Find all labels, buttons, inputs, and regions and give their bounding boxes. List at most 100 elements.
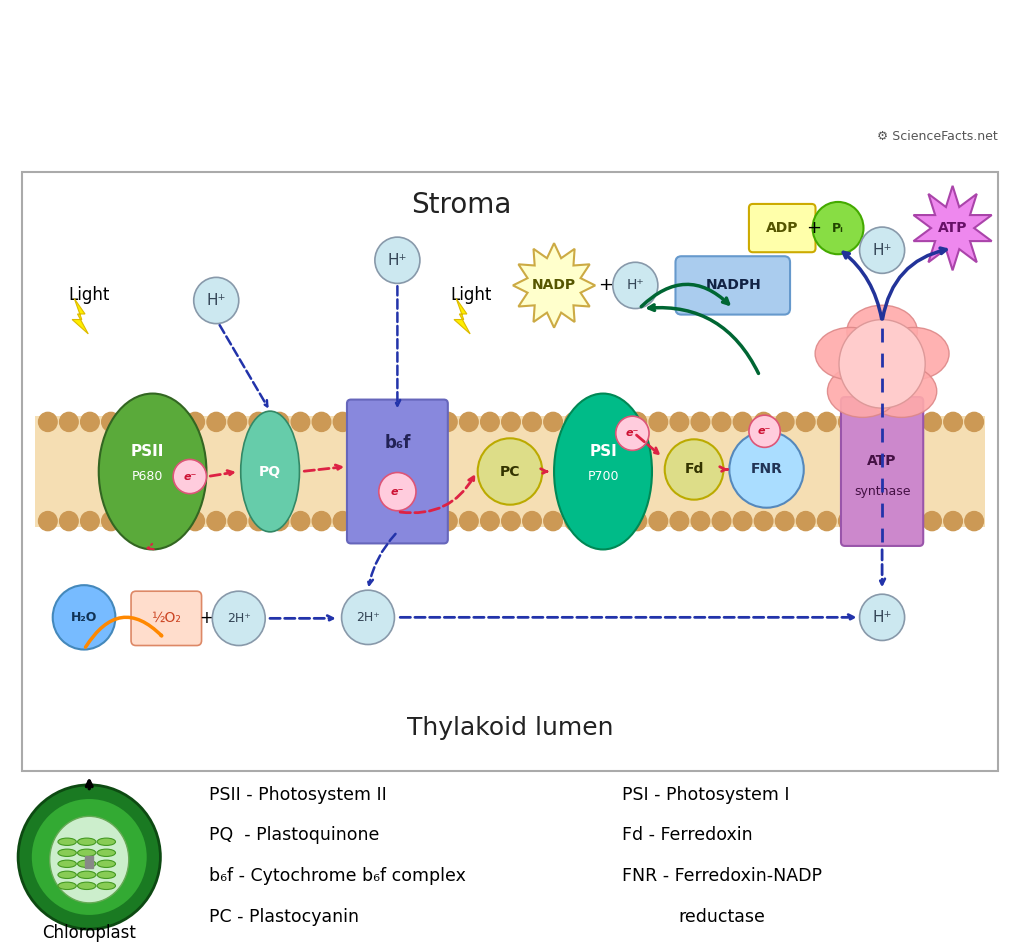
Circle shape — [81, 511, 99, 531]
Text: PSII: PSII — [130, 444, 164, 459]
Circle shape — [59, 511, 78, 531]
Text: e⁻: e⁻ — [390, 487, 404, 497]
Ellipse shape — [77, 860, 96, 868]
Ellipse shape — [97, 882, 115, 889]
Circle shape — [477, 438, 542, 505]
Circle shape — [522, 412, 541, 432]
FancyBboxPatch shape — [840, 397, 922, 546]
Circle shape — [543, 511, 561, 531]
Ellipse shape — [58, 838, 76, 846]
Circle shape — [396, 412, 415, 432]
Circle shape — [194, 277, 238, 323]
Circle shape — [879, 412, 899, 432]
Circle shape — [669, 412, 688, 432]
Circle shape — [185, 412, 204, 432]
Circle shape — [39, 511, 57, 531]
Polygon shape — [513, 243, 595, 327]
Circle shape — [748, 415, 780, 447]
Circle shape — [501, 412, 520, 432]
Circle shape — [207, 511, 225, 531]
Text: ADP: ADP — [765, 221, 798, 235]
FancyBboxPatch shape — [22, 172, 997, 771]
Circle shape — [270, 412, 288, 432]
Circle shape — [733, 511, 751, 531]
Circle shape — [102, 511, 120, 531]
Circle shape — [312, 511, 330, 531]
Circle shape — [669, 511, 688, 531]
Circle shape — [796, 511, 814, 531]
Circle shape — [460, 412, 478, 432]
Ellipse shape — [814, 327, 884, 380]
Bar — [35, 416, 984, 527]
Circle shape — [774, 511, 793, 531]
Text: H₂O: H₂O — [70, 611, 97, 624]
Circle shape — [59, 412, 78, 432]
Text: reductase: reductase — [678, 908, 764, 926]
Circle shape — [796, 412, 814, 432]
Circle shape — [375, 237, 420, 284]
Text: P700: P700 — [587, 470, 619, 483]
Circle shape — [964, 412, 982, 432]
Circle shape — [522, 511, 541, 531]
Ellipse shape — [77, 838, 96, 846]
Text: ATP: ATP — [936, 221, 966, 235]
Text: ATP: ATP — [866, 455, 896, 469]
Text: ½O₂: ½O₂ — [151, 611, 181, 625]
Circle shape — [585, 511, 604, 531]
Circle shape — [228, 511, 247, 531]
Ellipse shape — [99, 393, 206, 550]
Text: Fd: Fd — [684, 462, 703, 476]
Ellipse shape — [77, 882, 96, 889]
Circle shape — [144, 412, 162, 432]
Text: ⚙ ScienceFacts.net: ⚙ ScienceFacts.net — [876, 130, 997, 143]
FancyBboxPatch shape — [346, 400, 447, 543]
Circle shape — [565, 412, 583, 432]
Text: NADPH: NADPH — [705, 278, 760, 292]
Circle shape — [122, 511, 142, 531]
Circle shape — [711, 511, 730, 531]
Text: Light-Dependent Reactions: Light-Dependent Reactions — [18, 25, 1001, 87]
Circle shape — [165, 412, 183, 432]
Circle shape — [859, 594, 904, 640]
Circle shape — [901, 412, 919, 432]
Circle shape — [375, 412, 393, 432]
Circle shape — [39, 412, 57, 432]
Circle shape — [733, 412, 751, 432]
Text: FNR - Ferredoxin-NADP: FNR - Ferredoxin-NADP — [622, 868, 821, 885]
Text: synthase: synthase — [853, 485, 909, 498]
FancyBboxPatch shape — [130, 591, 202, 646]
Circle shape — [606, 511, 625, 531]
Circle shape — [964, 511, 982, 531]
Circle shape — [333, 511, 352, 531]
Circle shape — [711, 412, 730, 432]
Text: e⁻: e⁻ — [625, 428, 639, 438]
Circle shape — [396, 511, 415, 531]
Ellipse shape — [77, 871, 96, 879]
Text: e⁻: e⁻ — [757, 426, 770, 437]
Text: NADP: NADP — [532, 278, 576, 292]
Circle shape — [290, 511, 310, 531]
Bar — [86, 856, 93, 868]
Circle shape — [378, 472, 416, 511]
Circle shape — [249, 412, 267, 432]
Circle shape — [612, 262, 657, 308]
Text: b₆f: b₆f — [384, 435, 411, 453]
Ellipse shape — [240, 411, 300, 532]
Text: +: + — [200, 609, 213, 627]
Circle shape — [691, 511, 709, 531]
Text: +: + — [805, 219, 820, 237]
Circle shape — [185, 511, 204, 531]
Text: PQ  - Plastoquinone: PQ - Plastoquinone — [209, 826, 379, 844]
Text: Chloroplast: Chloroplast — [42, 924, 137, 942]
Text: H⁺: H⁺ — [871, 242, 891, 257]
Circle shape — [943, 412, 962, 432]
Ellipse shape — [97, 871, 115, 879]
Circle shape — [480, 412, 498, 432]
Circle shape — [664, 439, 722, 500]
Ellipse shape — [58, 860, 76, 868]
Circle shape — [501, 511, 520, 531]
Text: H⁺: H⁺ — [626, 278, 644, 292]
Circle shape — [290, 412, 310, 432]
Circle shape — [333, 412, 352, 432]
Circle shape — [165, 511, 183, 531]
